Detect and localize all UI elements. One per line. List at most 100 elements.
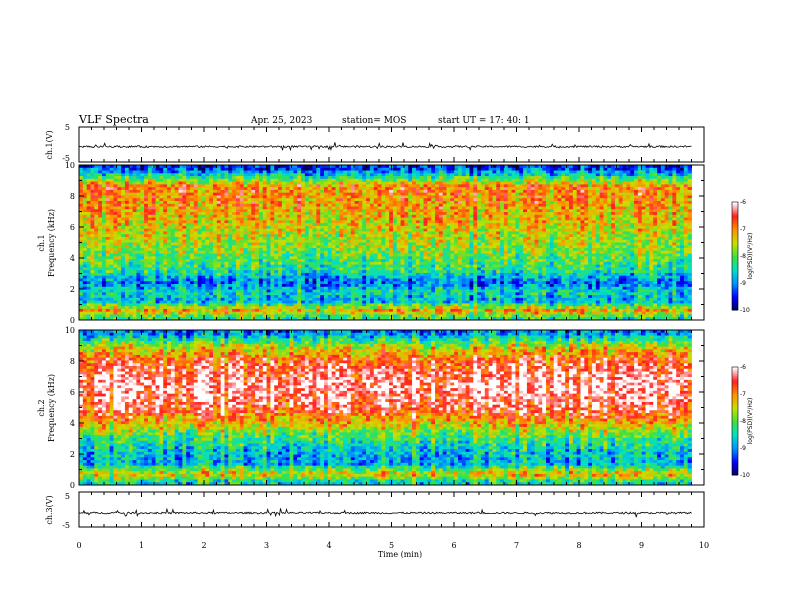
spectrogram-cell: [263, 187, 267, 190]
spectrogram-cell: [133, 218, 137, 221]
spectrogram-cell: [596, 190, 600, 193]
spectrogram-cell: [259, 176, 263, 179]
spectrogram-cell: [477, 173, 481, 176]
spectrogram-cell: [523, 234, 527, 237]
spectrogram-cell: [343, 184, 347, 187]
spectrogram-cell: [435, 182, 439, 185]
spectrogram-cell: [424, 229, 428, 232]
spectrogram-cell: [232, 245, 236, 248]
spectrogram-cell: [213, 212, 217, 215]
spectrogram-cell: [416, 198, 420, 201]
spectrogram-cell: [106, 168, 110, 171]
spectrogram-cell: [420, 243, 424, 246]
spectrogram-cell: [523, 198, 527, 201]
spectrogram-cell: [469, 201, 473, 204]
spectrogram-cell: [519, 240, 523, 243]
spectrogram-cell: [565, 234, 569, 237]
spectrogram-cell: [596, 209, 600, 212]
spectrogram-cell: [397, 184, 401, 187]
spectrogram-cell: [305, 209, 309, 212]
spectrogram-cell: [217, 168, 221, 171]
spectrogram-cell: [90, 195, 94, 198]
spectrogram-cell: [293, 207, 297, 210]
spectrogram-cell: [573, 190, 577, 193]
spectrogram-cell: [121, 204, 125, 207]
spectrogram-cell: [393, 182, 397, 185]
spectrogram-cell: [615, 173, 619, 176]
spectrogram-cell: [688, 187, 692, 190]
spectrogram-cell: [240, 212, 244, 215]
spectrogram-cell: [347, 220, 351, 223]
spectrogram-cell: [435, 204, 439, 207]
spectrogram-cell: [569, 171, 573, 174]
spectrogram-cell: [309, 243, 313, 246]
spectrogram-cell: [328, 215, 332, 218]
spectrogram-cell: [228, 198, 232, 201]
spectrogram-cell: [646, 220, 650, 223]
spectrogram-cell: [657, 231, 661, 234]
spectrogram-cell: [688, 193, 692, 196]
spectrogram-cell: [412, 193, 416, 196]
spectrogram-cell: [546, 198, 550, 201]
spectrogram-cell: [607, 168, 611, 171]
spectrogram-cell: [538, 229, 542, 232]
spectrogram-cell: [458, 245, 462, 248]
spectrogram-cell: [619, 212, 623, 215]
spectrogram-cell: [454, 193, 458, 196]
spectrogram-cell: [232, 248, 236, 251]
spectrogram-cell: [102, 182, 106, 185]
spectrogram-cell: [485, 204, 489, 207]
spectrogram-cell: [282, 190, 286, 193]
spectrogram-cell: [347, 240, 351, 243]
spectrogram-cell: [370, 215, 374, 218]
spectrogram-cell: [335, 207, 339, 210]
spectrogram-cell: [554, 229, 558, 232]
spectrogram-cell: [504, 179, 508, 182]
spectrogram-cell: [550, 245, 554, 248]
spectrogram-cell: [500, 176, 504, 179]
spectrogram-cell: [554, 212, 558, 215]
spectrogram-cell: [646, 195, 650, 198]
spectrogram-cell: [267, 223, 271, 226]
spectrogram-cell: [378, 207, 382, 210]
spectrogram-cell: [140, 223, 144, 226]
spectrogram-cell: [240, 173, 244, 176]
spectrogram-cell: [676, 168, 680, 171]
spectrogram-cell: [588, 234, 592, 237]
spectrogram-cell: [450, 240, 454, 243]
spectrogram-cell: [642, 195, 646, 198]
spectrogram-cell: [397, 218, 401, 221]
spectrogram-cell: [569, 204, 573, 207]
spectrogram-cell: [224, 179, 228, 182]
spectrogram-cell: [665, 168, 669, 171]
spectrogram-cell: [603, 173, 607, 176]
spectrogram-cell: [408, 195, 412, 198]
spectrogram-cell: [335, 173, 339, 176]
spectrogram-cell: [412, 184, 416, 187]
spectrogram-cell: [148, 226, 152, 229]
spectrogram-cell: [546, 234, 550, 237]
spectrogram-cell: [335, 226, 339, 229]
spectrogram-cell: [213, 198, 217, 201]
spectrogram-cell: [615, 223, 619, 226]
spectrogram-cell: [489, 226, 493, 229]
spectrogram-cell: [481, 171, 485, 174]
spectrogram-cell: [152, 223, 156, 226]
spectrogram-cell: [439, 240, 443, 243]
spectrogram-cell: [473, 168, 477, 171]
spectrogram-cell: [286, 168, 290, 171]
spectrogram-cell: [110, 187, 114, 190]
spectrogram-cell: [305, 173, 309, 176]
spectrogram-cell: [669, 173, 673, 176]
spectrogram-cell: [642, 171, 646, 174]
spectrogram-cell: [217, 209, 221, 212]
spectrogram-cell: [259, 220, 263, 223]
spectrogram-cell: [110, 193, 114, 196]
spectrogram-cell: [366, 193, 370, 196]
spectrogram-cell: [228, 204, 232, 207]
spectrogram-cell: [619, 179, 623, 182]
spectrogram-cell: [447, 245, 451, 248]
spectrogram-cell: [427, 179, 431, 182]
spectrogram-cell: [301, 204, 305, 207]
spectrogram-cell: [481, 223, 485, 226]
